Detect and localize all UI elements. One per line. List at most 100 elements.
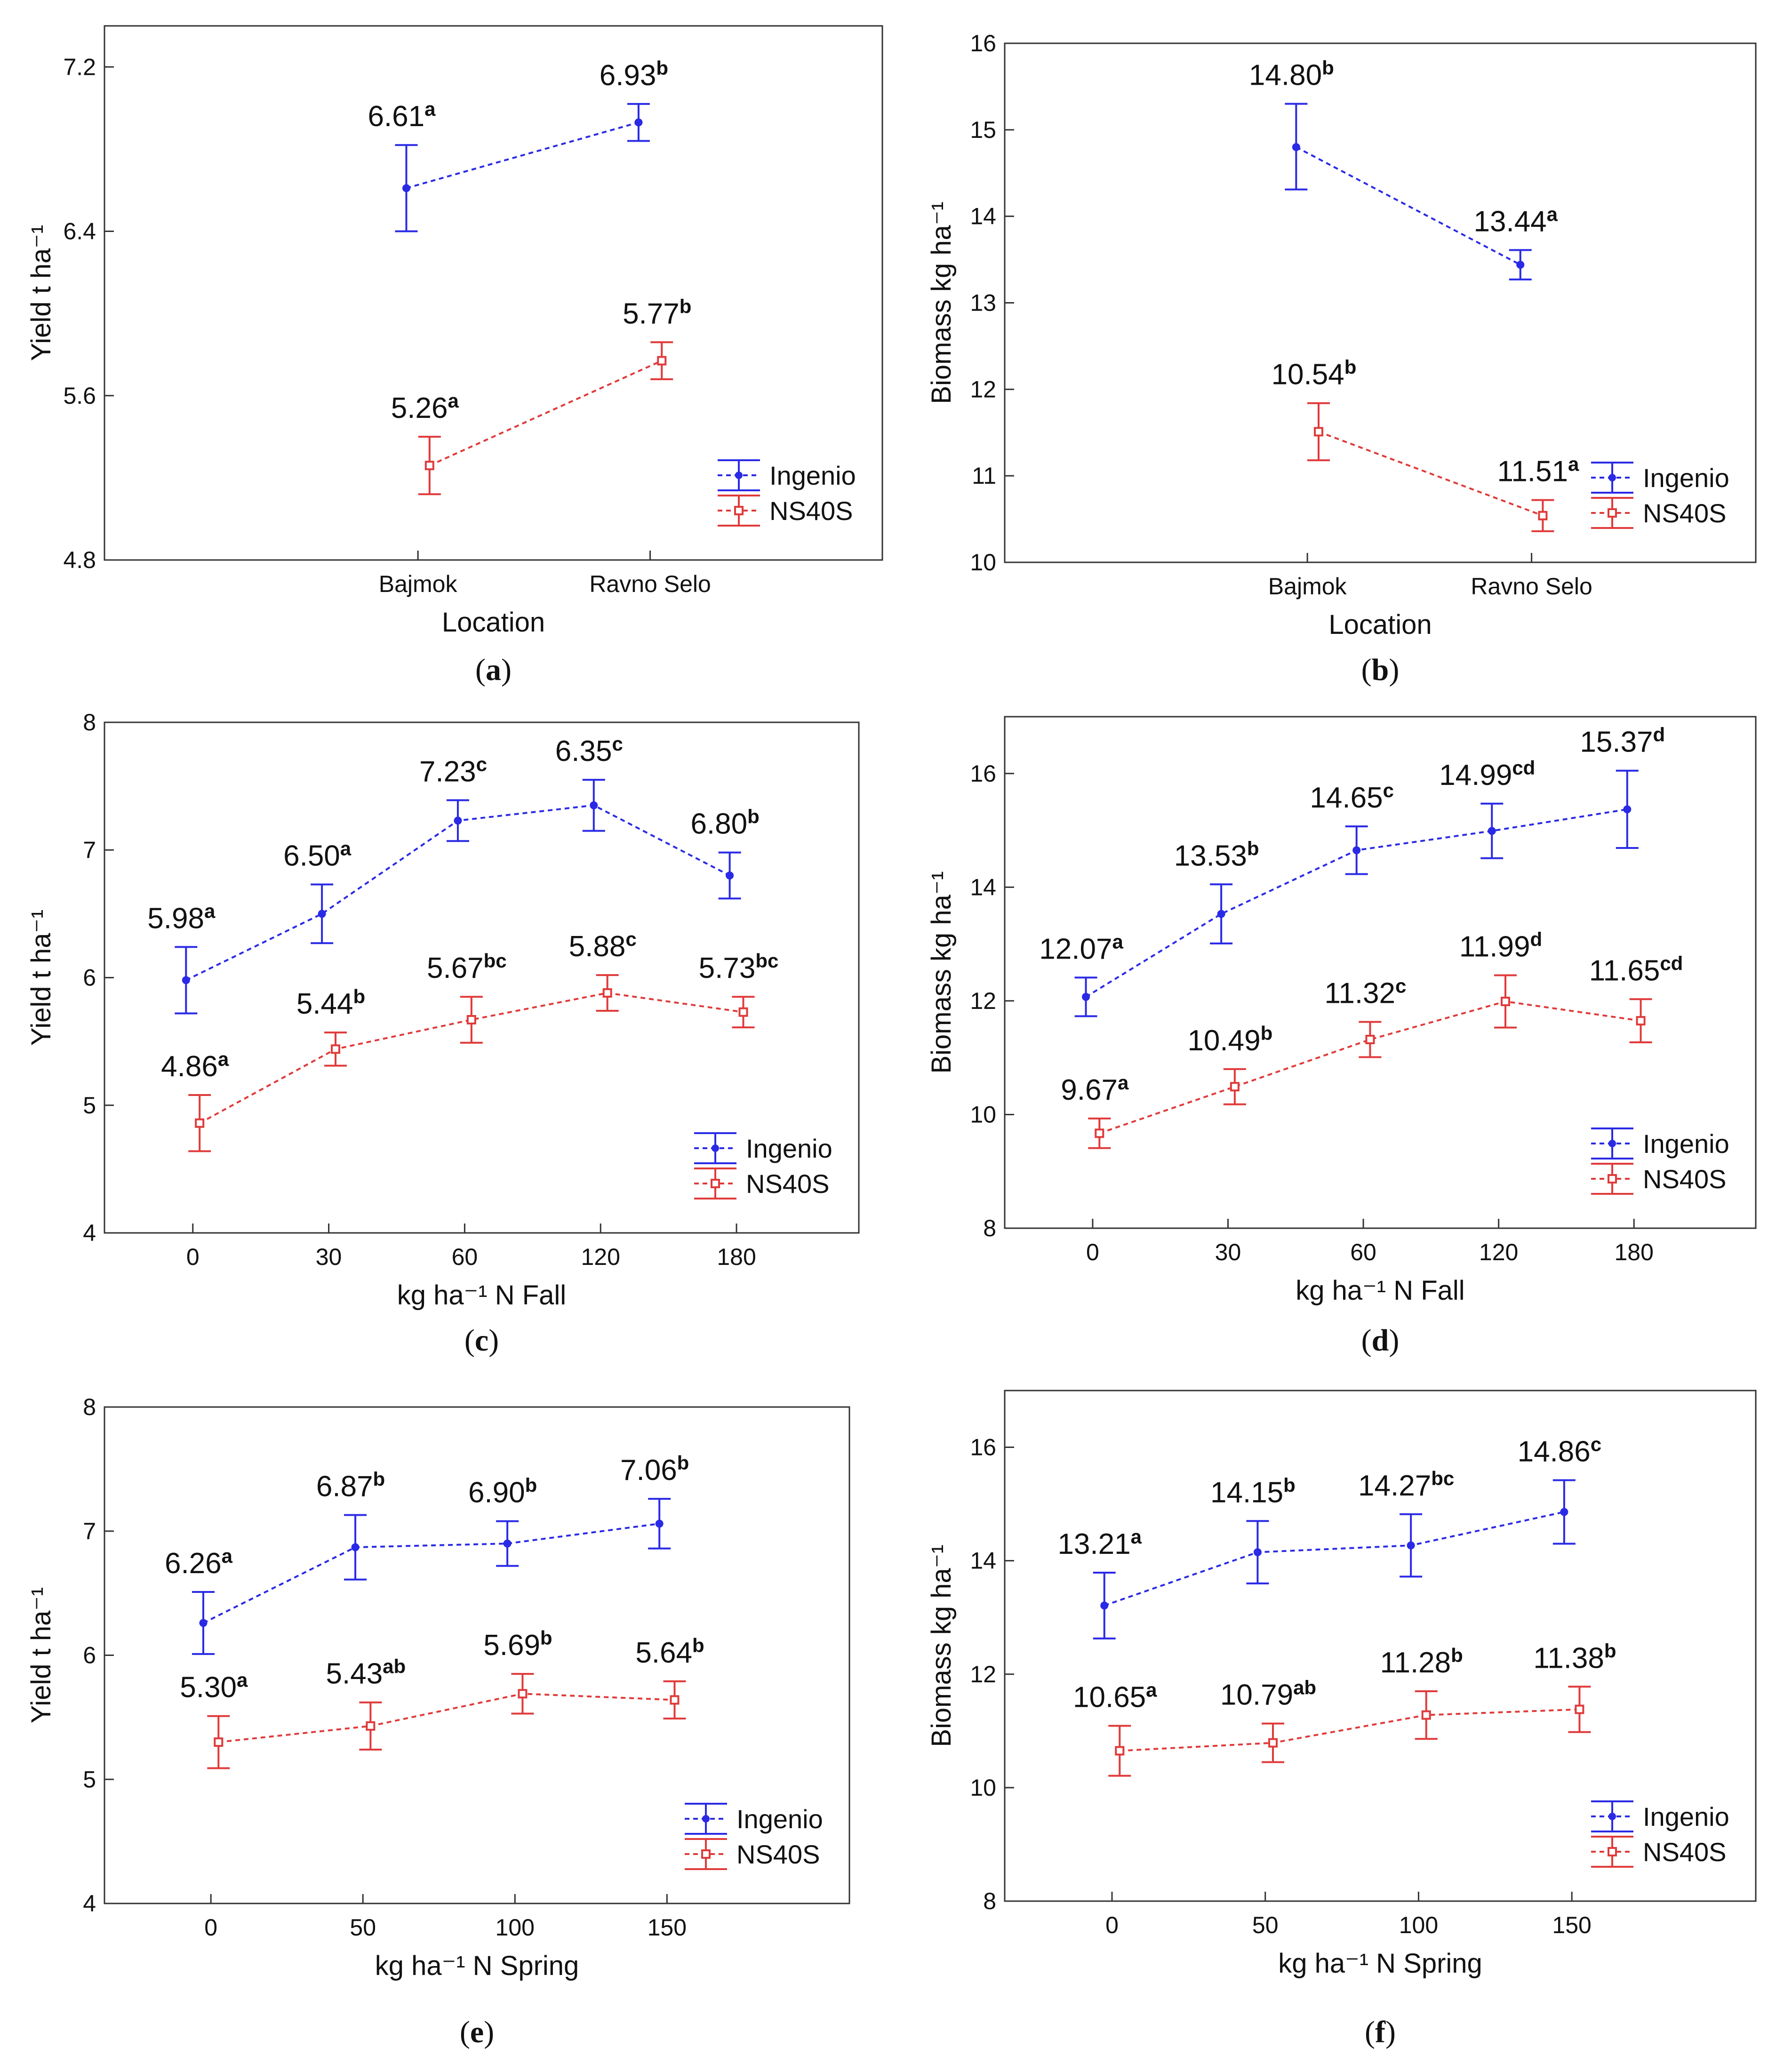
data-label-value: 14.99 [1439, 759, 1512, 792]
legend-label: Ingenio [1643, 1129, 1729, 1159]
ingenio-data-label: 6.80b [690, 806, 759, 840]
ingenio-point [634, 118, 643, 127]
ingenio-point [1623, 805, 1632, 814]
panel-letter: (f) [1365, 2015, 1396, 2049]
legend-label: Ingenio [736, 1804, 823, 1834]
ns40s-data-label: 5.26a [391, 390, 459, 424]
y-tick-label: 5 [83, 1766, 96, 1792]
ns40s-series-line [218, 1693, 675, 1743]
legend-entry-ingenio: Ingenio [685, 1803, 823, 1835]
ingenio-point [1516, 261, 1525, 269]
data-label-letter: cd [1512, 757, 1535, 779]
ingenio-data-label: 14.15b [1210, 1474, 1296, 1509]
data-label-letter: b [1247, 837, 1259, 859]
legend-entry-ingenio: Ingenio [718, 459, 856, 491]
data-label-value: 11.65 [1589, 954, 1660, 987]
ns40s-data-label: 10.49b [1187, 1022, 1272, 1057]
ingenio-point [1407, 1541, 1415, 1550]
ns40s-data-label: 5.67bc [427, 950, 507, 984]
y-tick-label: 6 [83, 1642, 96, 1669]
ns40s-point [1575, 1704, 1584, 1714]
ingenio-data-label: 14.80b [1249, 57, 1334, 92]
ingenio-data-label: 6.26a [165, 1545, 233, 1580]
y-axis-title: Yield t ha⁻¹ [26, 1587, 56, 1724]
data-label-letter: b [525, 1474, 537, 1496]
data-label-value: 5.88 [569, 930, 626, 963]
ns40s-point [1095, 1128, 1104, 1138]
data-label-value: 6.87 [316, 1470, 373, 1503]
ns40s-point [1268, 1738, 1278, 1748]
x-tick-label: 0 [186, 1244, 200, 1270]
x-tick-label: Bajmok [379, 571, 458, 597]
legend: Ingenio NS40S [1591, 1127, 1729, 1195]
data-label-letter: b [680, 295, 692, 317]
legend-marker-icon [711, 1179, 720, 1188]
data-label-value: 6.50 [283, 840, 340, 872]
ingenio-point [1352, 846, 1361, 855]
ns40s-data-label: 5.77b [623, 295, 691, 330]
chart-panel-a: 4.8 5.6 6.4 7.2 Bajmok Ravno Selo Location Yiel… [26, 25, 883, 638]
data-label-letter: b [540, 1627, 552, 1649]
data-label-letter: ab [383, 1655, 406, 1678]
chart-panel-e: 4 5 6 7 8 0 50 100 150 kg ha⁻¹ N Spring Yield t ha… [26, 1394, 850, 1981]
data-label-value: 12.07 [1039, 933, 1112, 965]
ingenio-point [1560, 1508, 1568, 1516]
y-tick-label: 12 [970, 1661, 996, 1687]
data-label-value: 14.65 [1310, 782, 1383, 814]
panel-letter-close: ) [1385, 2015, 1396, 2049]
ns40s-data-label: 4.86a [161, 1048, 229, 1083]
legend-entry-ns40s: NS40S [718, 495, 853, 527]
data-label-letter: d [1530, 928, 1542, 951]
ingenio-point [182, 976, 190, 984]
x-tick-label: 180 [1614, 1239, 1653, 1265]
y-tick-label: 15 [970, 117, 996, 143]
ns40s-data-label: 11.38b [1533, 1639, 1616, 1674]
panel-letter: (b) [1361, 653, 1400, 687]
data-label-letter: a [204, 900, 216, 922]
ns40s-data-label: 10.54b [1272, 356, 1357, 391]
legend-marker-icon [1608, 508, 1617, 518]
data-label-letter: ab [1293, 1677, 1316, 1699]
data-label-letter: c [476, 753, 487, 775]
ns40s-data-label: 5.64b [635, 1634, 704, 1669]
legend-label: NS40S [769, 496, 853, 526]
panel-letter-value: c [475, 1323, 488, 1358]
panel-letter-value: e [470, 2015, 484, 2049]
ns40s-point [1313, 427, 1323, 437]
legend-label: Ingenio [1643, 1802, 1729, 1831]
panel-letter-close: ) [501, 653, 512, 687]
ns40s-data-label: 10.79ab [1220, 1677, 1316, 1711]
data-label-letter: bc [1431, 1467, 1454, 1489]
data-label-letter: b [677, 1452, 689, 1474]
legend-entry-ingenio: Ingenio [694, 1132, 832, 1164]
data-label-value: 7.23 [419, 755, 476, 788]
legend-marker-icon [734, 506, 744, 515]
y-tick-label: 11 [972, 463, 996, 489]
x-axis-title: Location [442, 607, 545, 638]
data-label-value: 11.28 [1380, 1647, 1451, 1679]
ns40s-point [366, 1721, 376, 1731]
ns40s-data-label: 11.51a [1497, 453, 1579, 488]
x-tick-label: 30 [316, 1244, 342, 1270]
ingenio-data-label: 15.37d [1580, 724, 1665, 759]
ns40s-series-line [1099, 1000, 1641, 1135]
panel-letter-open: ( [464, 1323, 475, 1358]
ingenio-data-label: 14.27bc [1358, 1467, 1454, 1502]
ns40s-point [657, 356, 667, 366]
ingenio-data-label: 14.99cd [1439, 757, 1535, 792]
data-label-value: 5.43 [326, 1658, 383, 1690]
legend-label: NS40S [736, 1839, 820, 1869]
legend: Ingenio NS40S [685, 1803, 823, 1870]
x-tick-label: 100 [496, 1914, 535, 1941]
ns40s-point [466, 1015, 476, 1025]
ns40s-series-line [199, 992, 744, 1124]
ingenio-data-label: 13.44a [1474, 203, 1558, 238]
ns40s-series-line [429, 360, 663, 467]
panel-letter: (a) [475, 653, 512, 687]
x-tick-label: 0 [1105, 1912, 1119, 1938]
panel-letter-open: ( [1365, 2015, 1375, 2049]
ns40s-point [1115, 1746, 1125, 1756]
x-tick-label: Ravno Selo [589, 571, 711, 597]
y-tick-label: 8 [83, 1394, 96, 1420]
legend-entry-ingenio: Ingenio [1591, 1127, 1729, 1159]
